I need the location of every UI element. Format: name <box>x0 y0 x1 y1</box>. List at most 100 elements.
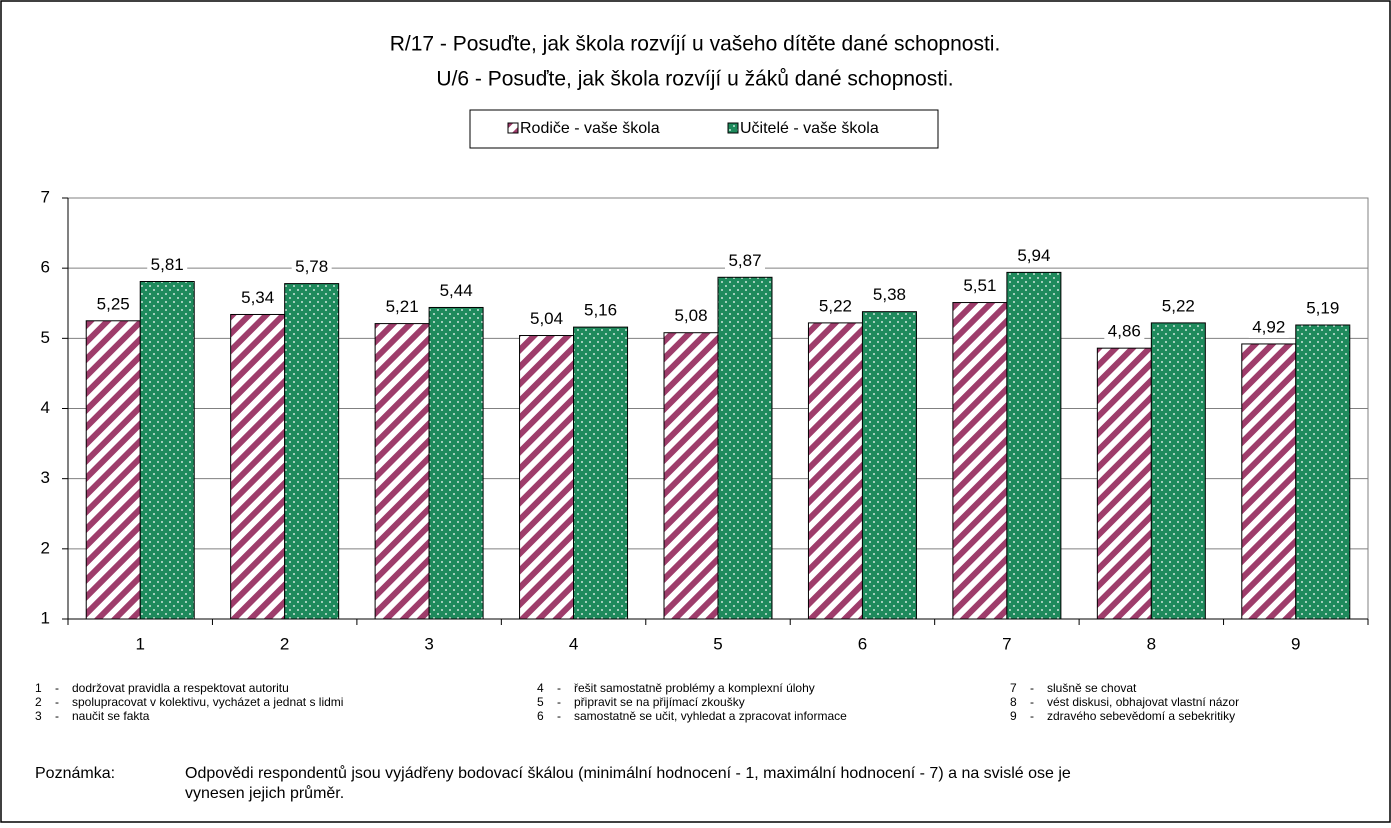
x-tick-label: 4 <box>569 634 578 653</box>
bar <box>139 280 195 620</box>
label-bg <box>580 301 621 322</box>
label-bg <box>869 285 910 306</box>
label-bg <box>959 276 1000 297</box>
key-text: řešit samostatně problémy a komplexní úl… <box>574 681 815 695</box>
note-text: Odpovědi respondentů jsou vyjádřeny bodo… <box>185 764 1071 782</box>
note-text: vynesen jejich průměr. <box>185 784 344 802</box>
bar <box>519 335 575 620</box>
y-tick-label: 6 <box>41 258 50 277</box>
note-label: Poznámka: <box>35 765 115 782</box>
legend-label: Rodiče - vaše škola <box>520 120 660 137</box>
bar <box>230 313 286 620</box>
key-separator: - <box>557 681 561 695</box>
data-label: 5,08 <box>674 306 707 325</box>
data-label: 5,44 <box>440 281 473 300</box>
key-text: spolupracovat v kolektivu, vycházet a je… <box>72 695 343 709</box>
data-label: 4,92 <box>1252 317 1285 336</box>
x-tick-label: 9 <box>1291 634 1300 653</box>
data-label: 5,87 <box>728 251 761 270</box>
data-label: 5,04 <box>530 309 563 328</box>
data-label: 5,78 <box>295 257 328 276</box>
data-label: 4,86 <box>1108 322 1141 341</box>
key-separator: - <box>55 695 59 709</box>
chart-subtitle: U/6 - Posuďte, jak škola rozvíjí u žáků … <box>436 68 953 91</box>
x-tick-label: 2 <box>280 634 289 653</box>
y-tick-label: 2 <box>41 538 50 557</box>
bar <box>1006 271 1062 620</box>
key-separator: - <box>1030 681 1034 695</box>
bar <box>1096 347 1152 620</box>
data-label: 5,22 <box>819 296 852 315</box>
label-bg <box>1248 317 1289 338</box>
key-text: naučit se fakta <box>72 709 150 723</box>
x-tick-label: 5 <box>713 634 722 653</box>
legend-swatch <box>507 122 519 134</box>
key-number: 3 <box>35 709 42 723</box>
x-tick-label: 8 <box>1147 634 1156 653</box>
bar <box>1295 324 1351 620</box>
key-separator: - <box>1030 709 1034 723</box>
label-bg <box>526 309 567 330</box>
legend-label: Učitelé - vaše škola <box>740 120 879 137</box>
label-bg <box>237 288 278 309</box>
key-number: 4 <box>537 681 544 695</box>
label-bg <box>1302 299 1343 320</box>
chart-title: R/17 - Posuďte, jak škola rozvíjí u vaše… <box>390 33 1001 56</box>
bar <box>952 302 1008 620</box>
key-text: vést diskusi, obhajovat vlastní názor <box>1047 695 1239 709</box>
label-bg <box>291 257 332 278</box>
y-tick-label: 5 <box>41 328 50 347</box>
x-tick-label: 1 <box>135 634 144 653</box>
data-label: 5,38 <box>873 285 906 304</box>
y-tick-label: 1 <box>41 608 50 627</box>
label-bg <box>725 251 765 272</box>
key-separator: - <box>557 695 561 709</box>
bar <box>85 320 141 620</box>
key-separator: - <box>55 709 59 723</box>
data-label: 5,19 <box>1306 298 1339 317</box>
key-number: 2 <box>35 695 42 709</box>
bar <box>1150 322 1206 620</box>
key-text: slušně se chovat <box>1047 681 1137 695</box>
label-bg <box>1104 322 1145 343</box>
data-label: 5,21 <box>386 297 419 316</box>
key-separator: - <box>55 681 59 695</box>
y-tick-label: 4 <box>41 398 50 417</box>
key-number: 6 <box>537 709 544 723</box>
label-bg <box>1158 296 1199 317</box>
bar <box>861 311 917 620</box>
bar <box>573 326 629 620</box>
label-bg <box>147 255 188 276</box>
data-label: 5,94 <box>1017 246 1050 265</box>
label-bg <box>382 297 423 318</box>
key-number: 9 <box>1010 709 1017 723</box>
label-bg <box>815 296 856 317</box>
key-number: 8 <box>1010 695 1017 709</box>
data-label: 5,34 <box>241 288 274 307</box>
key-text: dodržovat pravidla a respektovat autorit… <box>72 681 289 695</box>
key-number: 7 <box>1010 681 1017 695</box>
x-tick-label: 3 <box>424 634 433 653</box>
key-number: 1 <box>35 681 42 695</box>
key-separator: - <box>557 709 561 723</box>
legend-box <box>469 109 939 149</box>
key-separator: - <box>1030 695 1034 709</box>
key-text: připravit se na přijímací zkoušky <box>574 695 745 709</box>
bar <box>1241 343 1297 620</box>
bar <box>374 323 430 620</box>
data-label: 5,22 <box>1162 296 1195 315</box>
label-bg <box>436 281 477 302</box>
x-tick-label: 6 <box>858 634 867 653</box>
key-text: samostatně se učit, vyhledat a zpracovat… <box>574 709 847 723</box>
bar <box>663 332 719 620</box>
data-label: 5,81 <box>151 255 184 274</box>
bar <box>807 322 863 620</box>
data-label: 5,51 <box>963 276 996 295</box>
data-label: 5,25 <box>97 294 130 313</box>
data-label: 5,16 <box>584 301 617 320</box>
bar <box>717 276 773 620</box>
key-number: 5 <box>537 695 544 709</box>
bar <box>284 283 340 620</box>
y-tick-label: 7 <box>41 187 50 206</box>
